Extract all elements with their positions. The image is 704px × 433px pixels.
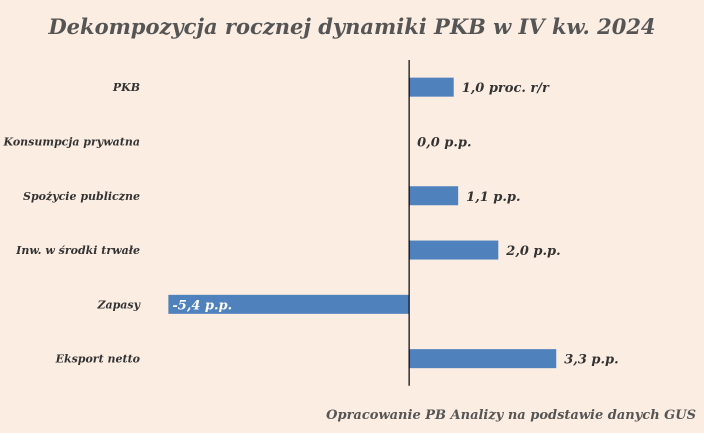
category-label: Eksport netto [55,353,140,366]
bar [409,240,499,260]
bar [168,294,410,314]
data-label: 1,1 p.p. [466,190,520,205]
category-label: Konsumpcja prywatna [3,135,141,148]
bar [409,349,557,369]
category-label: PKB [112,81,140,94]
data-label: 3,3 p.p. [564,353,618,368]
chart-title: Dekompozycja rocznej dynamiki PKB w IV k… [48,14,656,39]
data-label: 2,0 p.p. [505,244,560,259]
bar [409,186,459,206]
data-label: -5,4 p.p. [172,298,232,313]
category-label: Inw. w środki trwałe [15,244,140,257]
source-note: Opracowanie PB Analizy na podstawie dany… [326,408,696,423]
bar [409,77,454,97]
category-label: Spożycie publiczne [23,190,140,203]
category-label: Zapasy [96,298,141,311]
data-label: 0,0 p.p. [417,135,471,150]
data-label: 1,0 proc. r/r [462,81,550,96]
